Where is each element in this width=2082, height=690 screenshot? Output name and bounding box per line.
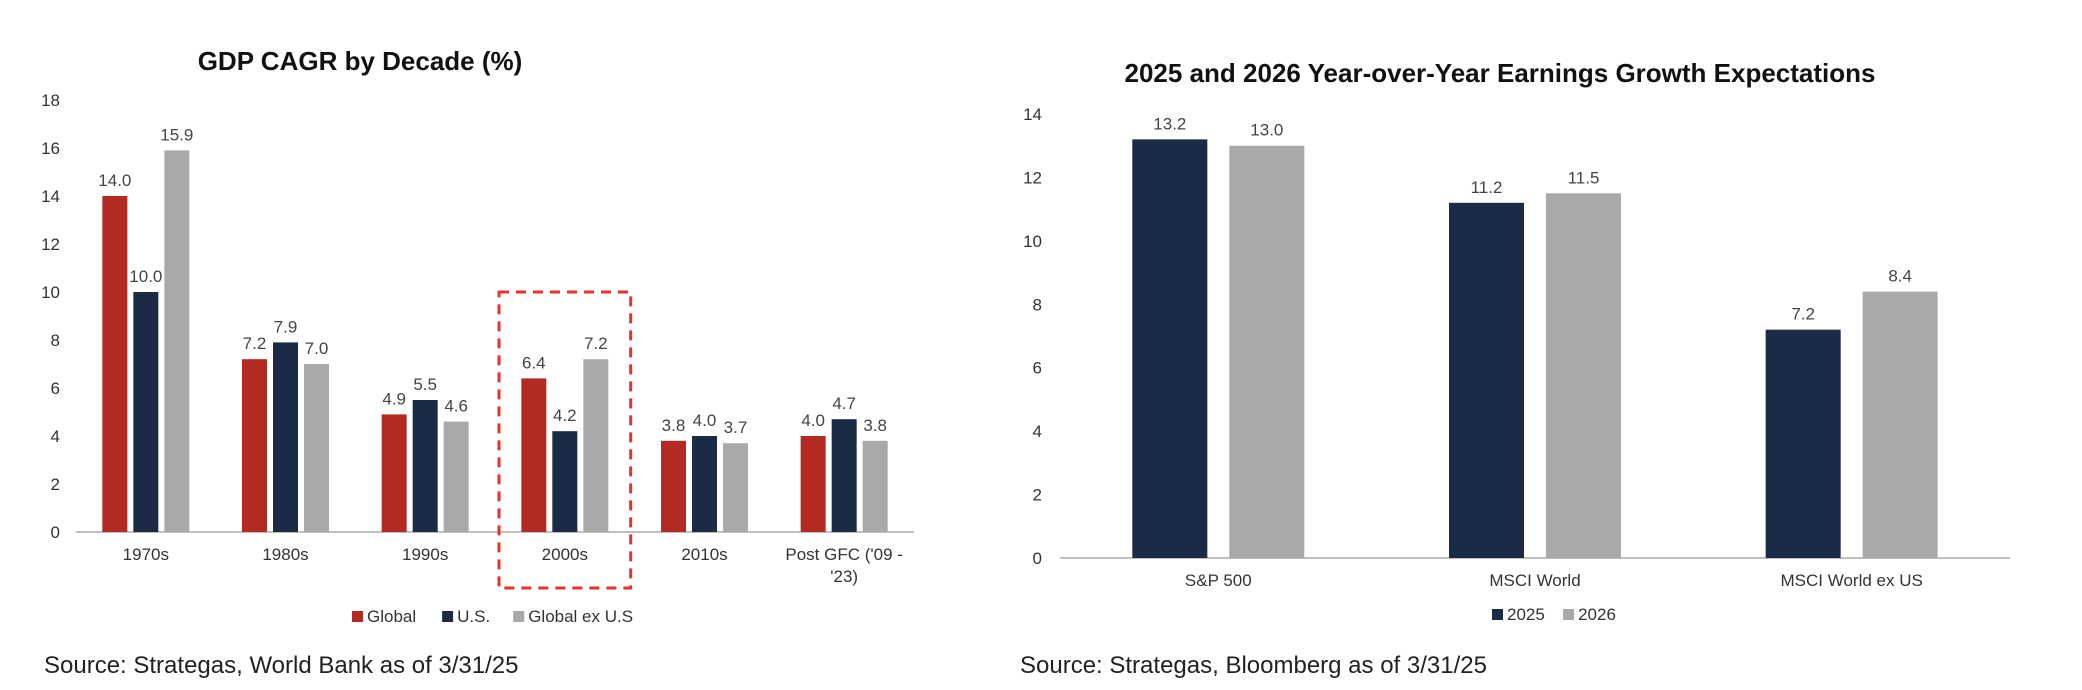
- y-tick-label: 10: [1023, 232, 1042, 251]
- bar: [242, 359, 267, 532]
- y-tick-label: 16: [41, 139, 60, 158]
- bar: [304, 364, 329, 532]
- data-label: 3.8: [863, 416, 887, 435]
- y-tick-label: 14: [1023, 105, 1042, 124]
- data-label: 7.9: [274, 317, 298, 336]
- x-tick-label: Post GFC ('09 -: [785, 545, 903, 564]
- bar: [521, 378, 547, 532]
- earnings-growth-chart: 0 2 4 6 8 10 12 14 13.2 13.0 S&P 500 11.2 11.5 MSCI W…: [1023, 105, 2010, 624]
- bar: [831, 419, 857, 532]
- data-label: 3.8: [662, 416, 686, 435]
- legend-label: 2026: [1578, 605, 1616, 624]
- data-label: 4.0: [801, 411, 825, 430]
- chart-title: GDP CAGR by Decade (%): [197, 46, 523, 76]
- gdp-cagr-chart: 0 2 4 6 8 10 12 14 16 18 14.0 10.0 15.9 1970s 7.2 7.9 7.…: [41, 91, 914, 626]
- legend-label: 2025: [1507, 605, 1545, 624]
- legend-label: Global: [367, 607, 416, 626]
- y-tick-label: 0: [1033, 549, 1042, 568]
- data-label: 4.0: [693, 411, 717, 430]
- x-tick-label: 1970s: [123, 545, 169, 564]
- bar: [1546, 193, 1621, 559]
- y-tick-label: 6: [51, 379, 60, 398]
- x-tick-label: '23): [830, 567, 858, 586]
- source-note: Source: Strategas, Bloomberg as of 3/31/…: [1020, 652, 1487, 679]
- bar: [102, 196, 128, 532]
- y-tick-label: 8: [1033, 295, 1042, 314]
- data-label: 13.2: [1153, 114, 1186, 133]
- data-label: 15.9: [160, 125, 193, 144]
- bar: [412, 400, 438, 532]
- bar: [583, 359, 609, 532]
- bar: [661, 440, 686, 532]
- bar: [723, 443, 748, 532]
- data-label: 7.0: [305, 339, 329, 358]
- bar: [1132, 139, 1208, 558]
- data-label: 7.2: [584, 334, 608, 353]
- legend-label: U.S.: [457, 607, 490, 626]
- y-tick-label: 18: [41, 91, 60, 110]
- earnings-growth-chart-panel: 2025 and 2026 Year-over-Year Earnings Gr…: [1000, 0, 2082, 690]
- data-label: 14.0: [98, 171, 131, 190]
- legend-swatch: [442, 611, 454, 622]
- bar: [164, 150, 190, 532]
- bar: [862, 440, 888, 532]
- data-label: 5.5: [413, 375, 437, 394]
- data-label: 13.0: [1250, 121, 1283, 140]
- data-label: 7.2: [243, 334, 267, 353]
- y-tick-label: 2: [1033, 486, 1042, 505]
- data-label: 8.4: [1888, 267, 1912, 286]
- bar: [1765, 329, 1841, 558]
- bar: [1449, 202, 1524, 559]
- data-label: 4.2: [553, 406, 577, 425]
- y-tick-label: 10: [41, 283, 60, 302]
- gdp-cagr-chart-panel: GDP CAGR by Decade (%) 0 2 4 6 8 10 12 14 16 18 14…: [0, 0, 1000, 690]
- bar: [133, 292, 159, 532]
- bar: [381, 414, 407, 532]
- x-tick-label: 1990s: [402, 545, 448, 564]
- legend-swatch: [513, 611, 525, 622]
- bar: [273, 342, 298, 532]
- x-tick-label: MSCI World: [1489, 571, 1580, 590]
- y-tick-label: 2: [51, 475, 60, 494]
- legend-swatch: [1563, 609, 1575, 620]
- y-tick-label: 8: [51, 331, 60, 350]
- x-tick-label: S&P 500: [1185, 571, 1252, 590]
- bar: [800, 436, 826, 532]
- data-label: 7.2: [1791, 305, 1815, 324]
- x-tick-label: MSCI World ex US: [1781, 571, 1923, 590]
- bar: [1862, 291, 1938, 558]
- y-tick-label: 0: [51, 523, 60, 542]
- y-tick-label: 12: [41, 235, 60, 254]
- data-label: 4.6: [444, 397, 468, 416]
- bar: [443, 421, 469, 532]
- data-label: 11.5: [1568, 168, 1600, 187]
- data-label: 6.4: [522, 353, 546, 372]
- data-label: 3.7: [724, 418, 748, 437]
- x-tick-label: 2000s: [542, 545, 588, 564]
- legend-swatch: [1492, 609, 1503, 620]
- legend-swatch: [352, 611, 363, 622]
- y-tick-label: 4: [51, 427, 60, 446]
- source-note: Source: Strategas, World Bank as of 3/31…: [44, 652, 519, 679]
- x-tick-label: 1980s: [262, 545, 308, 564]
- y-tick-label: 12: [1023, 168, 1042, 187]
- bar: [692, 436, 717, 532]
- x-tick-label: 2010s: [681, 545, 727, 564]
- y-tick-label: 14: [41, 187, 60, 206]
- bar: [1229, 145, 1305, 558]
- y-tick-label: 4: [1033, 422, 1042, 441]
- data-label: 10.0: [129, 267, 162, 286]
- bar: [552, 431, 578, 532]
- legend-label: Global ex U.S: [528, 607, 633, 626]
- data-label: 11.2: [1471, 178, 1503, 197]
- highlight-box: [497, 290, 633, 590]
- data-label: 4.9: [382, 389, 406, 408]
- y-tick-label: 6: [1033, 359, 1042, 378]
- data-label: 4.7: [832, 394, 856, 413]
- chart-title: 2025 and 2026 Year-over-Year Earnings Gr…: [1124, 58, 1876, 88]
